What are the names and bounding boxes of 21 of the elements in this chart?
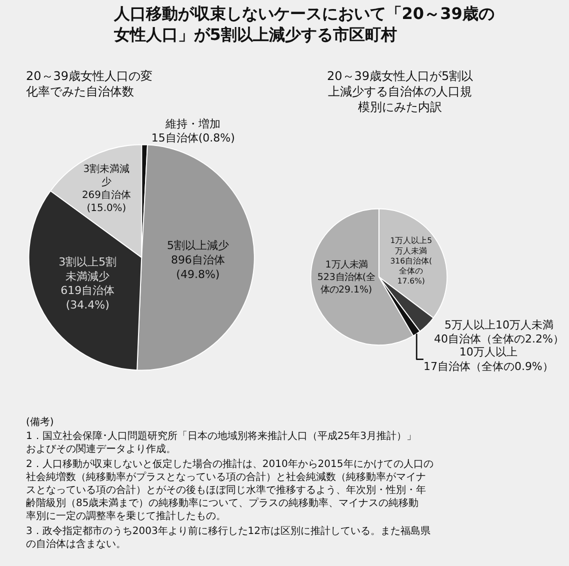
text: 1．国立社会保障･人口問題研究所「日本の地域別将来推計人口（平成25年3月推計）」およびその関連データより作成。: [26, 430, 416, 455]
slice-label: 5割以上減少: [166, 239, 229, 252]
data-label: 523自治体(全体の29.1%): [317, 272, 376, 296]
slice-label: 5万人以上10万人未満: [444, 318, 554, 332]
slice-label: 1万人未満: [325, 260, 368, 271]
text: 人口移動が収束しないケースにおいて「20～39歳の女性人口」が5割以上減少する市区町村: [112, 4, 494, 44]
data-label: 17自治体（全体の0.9%）: [423, 360, 554, 373]
data-label: 40自治体（全体の2.2%）: [434, 332, 564, 346]
data-label: 619自治体(34.4%): [60, 284, 115, 312]
chart-subtitle: 20～39歳女性人口の変化率でみた自治体数: [26, 69, 153, 99]
chart-title: 20～39歳女性人口が5割以上減少する自治体の人口規模別にみた内訳: [327, 69, 474, 114]
slice-label: 3割未満減少: [83, 162, 130, 188]
text: 2．人口移動が収束しないと仮定した場合の推計は、2010年から2015年にかけての人口の社会純増数（純移動率がプラスとなっている項の合計）と社会純減数（純移動率がマイナスとなっている項の合計）とがその後もほぼ同じ水準で推移するよう、年次別・性別・年齢階級別（85歳未満まで）の純移動率について、プラスの純移動率、マイナスの純移動率別に一定の調整率を乗じて推計したもの。: [26, 458, 434, 522]
data-label: 896自治体(49.8%): [170, 254, 225, 281]
text: (備考): [26, 416, 54, 428]
slice-label: 10万人以上: [459, 346, 518, 359]
data-label: 15自治体(0.8%): [151, 132, 235, 145]
text: 3．政令指定都市のうち2003年より前に移行した12市は区別に推計している。また福島県の自治体は含まない。: [26, 525, 431, 550]
slice-label: 3割以上5割未満減少: [58, 256, 117, 283]
slice-label: 維持・増加: [164, 117, 221, 130]
data-label: 269自治体(15.0%): [82, 188, 131, 214]
